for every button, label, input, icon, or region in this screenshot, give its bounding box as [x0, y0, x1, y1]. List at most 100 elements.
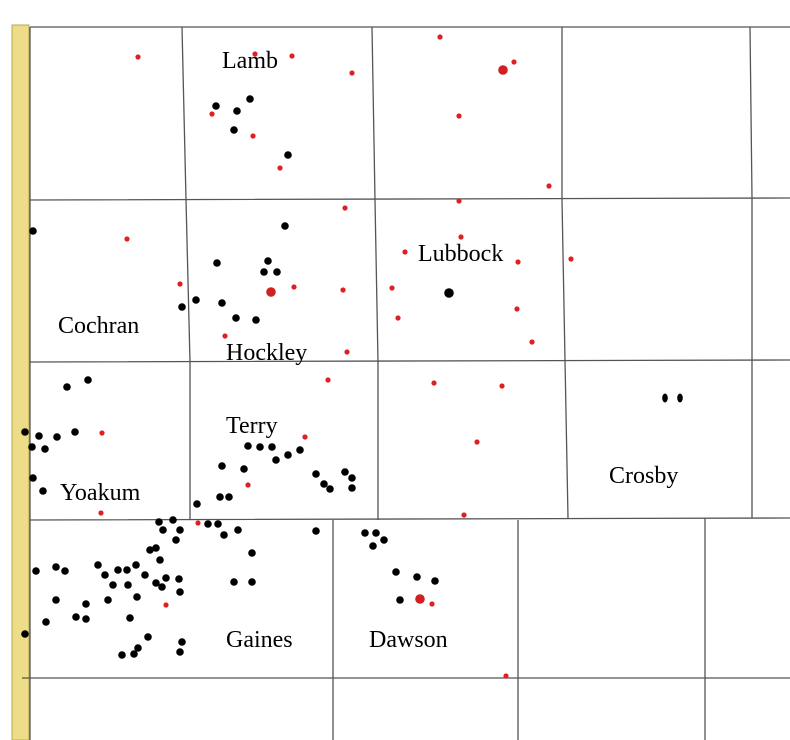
red-dot: [289, 53, 295, 59]
black-dot: [178, 638, 186, 646]
black-dot: [392, 568, 400, 576]
black-dot: [82, 600, 90, 608]
black-dot: [42, 618, 50, 626]
black-dot: [114, 566, 122, 574]
black-dot: [234, 526, 242, 534]
black-dot: [130, 650, 138, 658]
black-dot: [118, 651, 126, 659]
red-dot: [98, 510, 104, 516]
black-dot: [192, 296, 200, 304]
county-label: Gaines: [226, 627, 293, 653]
black-dot: [320, 480, 328, 488]
red-dot: [252, 51, 258, 57]
black-dot: [155, 518, 163, 526]
black-dot: [296, 446, 304, 454]
black-dot: [158, 583, 166, 591]
black-dot: [361, 529, 369, 537]
red-dot: [342, 205, 348, 211]
black-dot: [312, 527, 320, 535]
black-dot: [431, 577, 439, 585]
black-dot: [348, 474, 356, 482]
red-dot: [456, 113, 462, 119]
black-dot: [284, 451, 292, 459]
county-label: Hockley: [226, 340, 307, 366]
black-dot: [21, 428, 29, 436]
black-dot: [126, 614, 134, 622]
red-dot: [250, 133, 256, 139]
red-dot: [474, 439, 480, 445]
black-dot: [216, 493, 224, 501]
black-dot: [35, 432, 43, 440]
black-dot: [396, 596, 404, 604]
red-dot: [499, 383, 505, 389]
black-dot: [169, 516, 177, 524]
black-dot: [341, 468, 349, 476]
black-dot: [29, 227, 37, 235]
red-dot: [402, 249, 408, 255]
county-label: Dawson: [369, 627, 448, 653]
black-dot: [52, 563, 60, 571]
black-dot: [29, 474, 37, 482]
black-dot: [268, 443, 276, 451]
red-dot: [99, 430, 105, 436]
black-dot: [233, 107, 241, 115]
black-dot: [52, 596, 60, 604]
red-dot: [124, 236, 130, 242]
red-dot: [325, 377, 331, 383]
black-dot: [272, 456, 280, 464]
red-dot: [177, 281, 183, 287]
black-dot: [109, 581, 117, 589]
black-dot: [63, 383, 71, 391]
black-dot: [246, 95, 254, 103]
black-dot: [273, 268, 281, 276]
black-dot: [284, 151, 292, 159]
black-dot: [204, 520, 212, 528]
black-dot: [225, 493, 233, 501]
black-dot: [220, 531, 228, 539]
black-dot: [212, 102, 220, 110]
red-dot: [395, 315, 401, 321]
black-dot: [677, 393, 683, 403]
red-dot: [503, 673, 509, 679]
black-dot: [41, 445, 49, 453]
black-dot: [162, 574, 170, 582]
black-dot: [348, 484, 356, 492]
black-dot: [53, 433, 61, 441]
red-dot: [277, 165, 283, 171]
black-dot: [134, 644, 142, 652]
black-dot: [172, 536, 180, 544]
black-dot: [156, 556, 164, 564]
black-dot: [369, 542, 377, 550]
black-dot: [71, 428, 79, 436]
black-dot: [372, 529, 380, 537]
county-label: Terry: [226, 413, 278, 439]
red-dot: [389, 285, 395, 291]
large-red-dot: [498, 65, 508, 75]
black-dot: [21, 630, 29, 638]
red-dot: [209, 111, 215, 117]
red-dot: [135, 54, 141, 60]
black-dot: [256, 443, 264, 451]
black-dot: [176, 526, 184, 534]
black-dot: [152, 579, 160, 587]
black-dot: [193, 500, 201, 508]
red-dot: [511, 59, 517, 65]
red-dot: [302, 434, 308, 440]
county-label: Crosby: [609, 463, 678, 489]
black-dot: [380, 536, 388, 544]
county-label: Cochran: [58, 313, 139, 339]
county-label: Lamb: [222, 48, 278, 74]
red-dot: [568, 256, 574, 262]
red-dot: [546, 183, 552, 189]
black-dot: [141, 571, 149, 579]
black-dot: [82, 615, 90, 623]
black-dot: [104, 596, 112, 604]
black-dot: [214, 520, 222, 528]
black-dot: [230, 126, 238, 134]
red-dot: [163, 602, 169, 608]
black-dot: [144, 633, 152, 641]
black-dot: [240, 465, 248, 473]
black-dot: [159, 526, 167, 534]
